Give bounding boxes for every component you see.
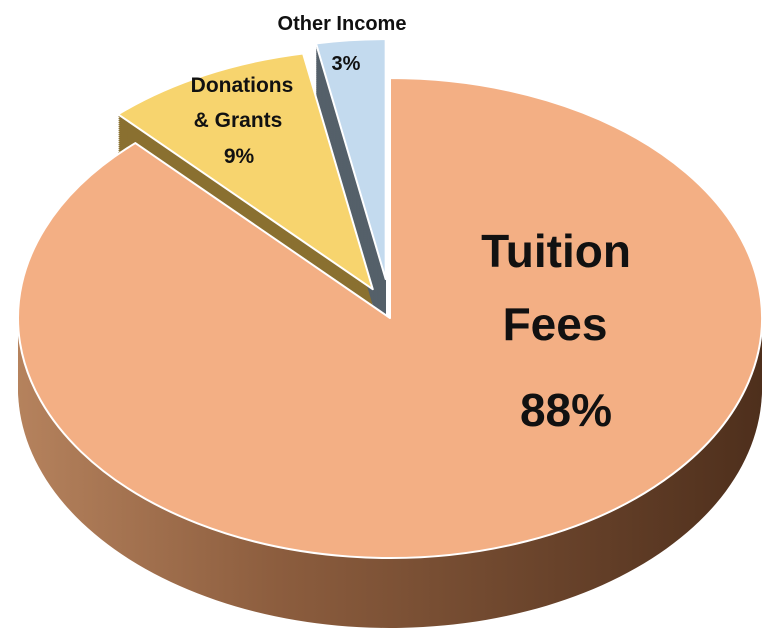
slice-donations-grants <box>117 52 374 291</box>
label-tuition-fees-line1: Tuition <box>481 225 631 277</box>
label-other-income-name: Other Income <box>278 13 407 35</box>
pie-data-labels: Tuition Fees 88% Donations & Grants 9% O… <box>191 13 631 436</box>
label-tuition-fees-line2: Fees <box>503 298 608 350</box>
label-donations-grants-line1: Donations <box>191 74 294 97</box>
pie-top-faces <box>17 38 763 559</box>
label-tuition-fees-value: 88% <box>520 384 612 436</box>
slice-other-income <box>314 38 387 281</box>
slice-tuition-fees <box>17 77 763 559</box>
label-other-income-value: 3% <box>332 53 361 75</box>
label-donations-grants-line2: & Grants <box>194 109 283 132</box>
label-donations-grants-value: 9% <box>224 145 255 168</box>
